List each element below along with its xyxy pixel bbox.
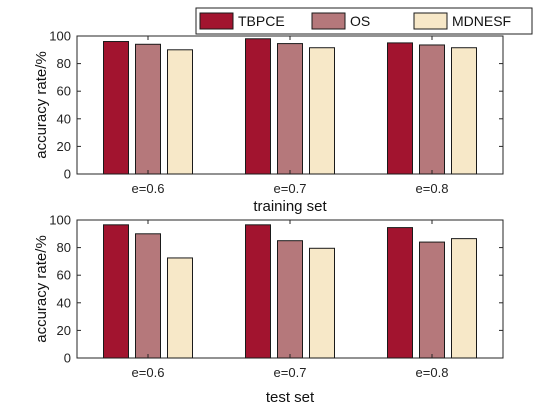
training-set-chart: accuracy rate/% training set 0 20 40 60 80 10…: [33, 29, 504, 215]
bar-tbpce-3: [387, 227, 413, 359]
bar-mdnesf-2: [309, 247, 335, 359]
bar-tbpce-2: [245, 224, 271, 359]
y-tick-label: 60: [57, 84, 71, 99]
x-tick-label: e=0.8: [416, 365, 449, 380]
bar-os-3: [419, 241, 445, 359]
x-tick-label: e=0.7: [274, 365, 307, 380]
bar-tbpce-3: [387, 42, 413, 175]
bar-tbpce-1: [103, 41, 129, 175]
x-tick-label: e=0.6: [132, 365, 165, 380]
bar-os-1: [135, 233, 161, 359]
x-tick-label: e=0.8: [416, 181, 449, 196]
y-tick-label: 20: [57, 323, 71, 338]
legend-swatch-mdnesf: [413, 12, 448, 30]
y-tick-label: 0: [64, 351, 71, 366]
bar-mdnesf-1: [167, 49, 193, 175]
legend-label-tbpce: TBPCE: [238, 13, 285, 29]
y-tick-label: 40: [57, 295, 71, 310]
x-tick-label: e=0.6: [132, 181, 165, 196]
bar-os-2: [277, 240, 303, 359]
test-set-chart: accuracy rate/% test set 0 20 40 60 80 100 e=0…: [33, 213, 504, 406]
y-tick-label: 100: [49, 213, 71, 228]
bar-mdnesf-3: [451, 238, 477, 359]
bar-mdnesf-2: [309, 47, 335, 175]
y-tick-label: 20: [57, 139, 71, 154]
y-tick-label: 80: [57, 56, 71, 71]
x-axis-label-test: test set: [266, 389, 315, 406]
bar-mdnesf-1: [167, 257, 193, 359]
x-tick-label: e=0.7: [274, 181, 307, 196]
legend-label-os: OS: [350, 13, 370, 29]
y-tick-label: 0: [64, 167, 71, 182]
legend-label-mdnesf: MDNESF: [452, 13, 511, 29]
y-tick-label: 60: [57, 268, 71, 283]
legend-swatch-os: [311, 12, 346, 30]
bar-os-3: [419, 44, 445, 175]
y-axis-label-training: accuracy rate/%: [33, 51, 50, 159]
legend: TBPCE OS MDNESF: [195, 7, 533, 35]
bar-tbpce-2: [245, 38, 271, 175]
bar-tbpce-1: [103, 224, 129, 359]
y-tick-label: 80: [57, 240, 71, 255]
bar-mdnesf-3: [451, 47, 477, 175]
bar-os-2: [277, 43, 303, 175]
legend-box: [195, 7, 533, 35]
legend-swatch-tbpce: [199, 12, 234, 30]
y-tick-label: 40: [57, 111, 71, 126]
y-tick-label: 100: [49, 29, 71, 44]
x-axis-label-training: training set: [253, 198, 327, 215]
bar-os-1: [135, 43, 161, 175]
y-axis-label-test: accuracy rate/%: [33, 235, 50, 343]
